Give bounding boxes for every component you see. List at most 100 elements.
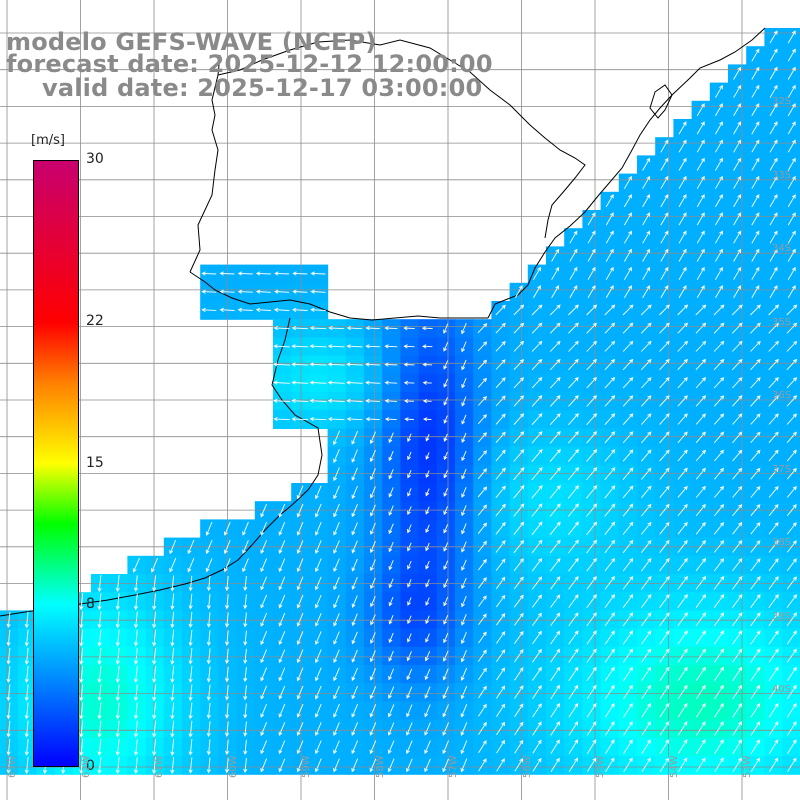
wind-arrow xyxy=(586,721,597,736)
wind-arrow xyxy=(787,84,796,98)
wind-arrow xyxy=(152,575,157,592)
wind-arrow xyxy=(715,230,723,244)
wind-arrow xyxy=(496,685,506,699)
wind-arrow xyxy=(532,666,542,681)
wind-arrow xyxy=(351,558,358,572)
wind-arrow xyxy=(461,322,467,335)
wind-arrow xyxy=(549,448,561,462)
wind-arrow xyxy=(260,521,268,536)
wind-arrow xyxy=(750,739,761,754)
wind-arrow xyxy=(677,358,688,371)
wind-arrow xyxy=(422,380,432,385)
wind-arrow xyxy=(242,521,249,536)
wind-arrow xyxy=(659,721,670,736)
wind-arrow xyxy=(659,377,670,389)
wind-arrow xyxy=(133,629,139,647)
wind-arrow xyxy=(460,632,467,645)
wind-arrow xyxy=(659,630,670,645)
wind-arrow xyxy=(549,485,561,499)
wind-arrow xyxy=(659,413,670,425)
wind-arrow xyxy=(388,487,394,498)
wind-arrow xyxy=(97,684,102,702)
wind-arrow xyxy=(732,648,743,663)
wind-arrow xyxy=(387,740,395,755)
wind-arrow xyxy=(406,542,412,552)
wind-arrow xyxy=(732,612,743,627)
wind-arrow xyxy=(642,175,651,189)
wind-arrow xyxy=(388,596,394,607)
wind-arrow xyxy=(152,593,157,611)
wind-arrow xyxy=(786,485,797,498)
wind-arrow xyxy=(787,248,796,262)
wind-arrow xyxy=(388,578,394,589)
wind-arrow xyxy=(24,629,29,647)
wind-arrow xyxy=(79,611,84,629)
wind-arrow xyxy=(346,362,363,367)
wind-arrow xyxy=(260,758,268,773)
wind-arrow xyxy=(586,377,597,389)
wind-arrow xyxy=(677,340,688,352)
wind-arrow xyxy=(443,323,449,334)
wind-arrow xyxy=(622,612,634,627)
wind-arrow xyxy=(604,594,615,608)
wind-arrow xyxy=(586,304,598,316)
wind-arrow xyxy=(568,684,579,700)
wind-arrow xyxy=(170,629,175,647)
longitude-label: 59W xyxy=(301,755,312,778)
wind-arrow xyxy=(406,524,412,534)
wind-arrow xyxy=(514,649,524,663)
wind-arrow xyxy=(641,594,652,608)
wind-arrow xyxy=(496,613,506,626)
wind-arrow xyxy=(333,558,340,572)
wind-arrow xyxy=(495,558,506,571)
wind-arrow xyxy=(351,704,359,718)
wind-arrow xyxy=(659,358,670,371)
wind-arrow xyxy=(769,66,778,80)
wind-arrow xyxy=(278,540,286,554)
wind-arrow xyxy=(296,740,304,755)
wind-arrow xyxy=(659,575,670,590)
wind-arrow xyxy=(622,521,634,535)
wind-arrow xyxy=(514,630,524,644)
wind-arrow xyxy=(79,593,84,611)
wind-arrow xyxy=(787,285,796,299)
wind-arrow xyxy=(514,703,524,718)
wind-arrow xyxy=(495,449,506,462)
wind-arrow xyxy=(260,685,268,700)
wind-arrow xyxy=(187,558,195,573)
wind-arrow xyxy=(442,668,449,681)
wind-arrow xyxy=(243,757,248,774)
wind-arrow xyxy=(714,703,724,718)
wind-arrow xyxy=(678,266,687,280)
wind-arrow xyxy=(642,230,651,244)
wind-arrow xyxy=(733,194,742,208)
wind-arrow xyxy=(495,540,506,553)
wind-arrow xyxy=(786,304,798,316)
wind-arrow xyxy=(622,449,634,462)
wind-arrow xyxy=(641,666,652,681)
wind-arrow xyxy=(623,739,633,754)
wind-arrow xyxy=(586,612,597,627)
wind-arrow xyxy=(768,576,779,590)
wind-arrow xyxy=(403,326,415,331)
wind-arrow xyxy=(604,304,616,316)
wind-arrow xyxy=(496,739,505,754)
wind-arrow xyxy=(714,503,724,517)
wind-arrow xyxy=(370,632,376,644)
wind-arrow xyxy=(659,340,670,352)
wind-arrow xyxy=(188,739,193,756)
wind-arrow xyxy=(568,557,579,572)
wind-arrow xyxy=(365,416,380,422)
wind-arrow xyxy=(309,362,327,367)
wind-arrow xyxy=(443,506,449,516)
wind-arrow xyxy=(496,667,506,681)
wind-arrow xyxy=(769,175,778,189)
wind-arrow xyxy=(605,194,614,208)
wind-arrow xyxy=(346,380,363,385)
wind-arrow xyxy=(495,377,506,389)
wind-arrow xyxy=(314,722,322,736)
wind-arrow xyxy=(787,103,796,117)
wind-arrow xyxy=(569,266,578,280)
wind-arrow xyxy=(659,485,670,498)
